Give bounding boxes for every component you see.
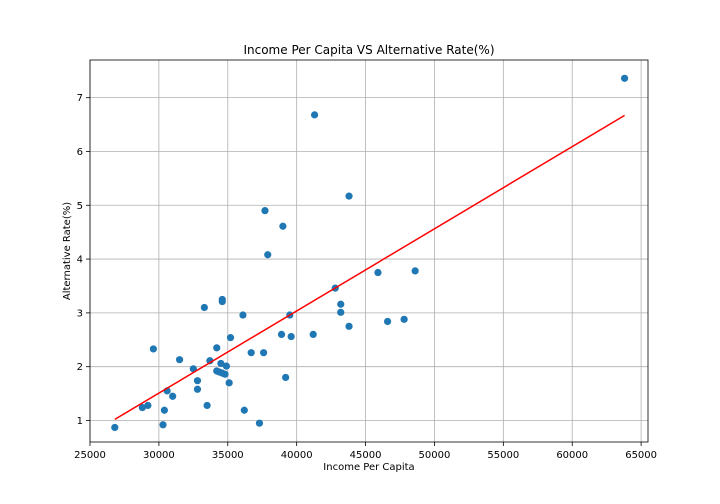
scatter-point [411,267,419,275]
data-layer [111,74,629,432]
y-tick-label: 3 [77,308,83,319]
y-tick-label: 6 [77,147,83,158]
scatter-point [282,373,290,382]
trend-line [114,114,625,421]
scatter-point [279,222,287,230]
scatter-point [206,357,214,365]
x-tick-label: 30000 [143,450,175,461]
scatter-point [217,359,225,368]
scatter-point [144,401,152,410]
scatter-point [620,74,629,82]
scatter-point [384,317,392,326]
x-tick-label: 45000 [350,450,382,461]
y-axis-label: Alternative Rate(%) [62,202,73,300]
x-tick-label: 65000 [625,450,657,461]
scatter-point [374,268,382,277]
scatter-point [226,334,235,342]
scatter-point [149,345,157,353]
x-tick-label: 35000 [212,450,244,461]
scatter-point [138,403,146,412]
scatter-point [193,377,202,385]
y-tick-label: 2 [77,362,83,373]
scatter-point [218,297,226,306]
scatter-point [264,251,272,259]
scatter-point [225,379,233,387]
y-tick-label: 7 [77,93,83,104]
scatter-point [345,192,353,200]
scatter-point [200,303,208,312]
x-axis-label: Income Per Capita [323,462,414,473]
scatter-point [309,330,317,338]
scatter-point [193,385,202,393]
scatter-point [337,300,345,308]
scatter-point [287,332,295,341]
scatter-point [345,322,353,330]
scatter-point [239,311,247,319]
scatter-point [159,421,167,429]
scatter-point [260,349,268,357]
chart-title: Income Per Capita VS Alternative Rate(%) [243,43,494,57]
grid-layer [89,60,648,442]
scatter-point [213,344,221,352]
y-tick-label: 5 [77,201,83,212]
x-tick-label: 55000 [487,450,519,461]
x-tick-label: 60000 [556,450,588,461]
tick-layer: 25000 30000 35000 40000 45000 50000 55000 60000… [74,93,657,461]
scatter-point [160,406,168,414]
plot-frame [89,59,649,443]
x-tick-label: 50000 [419,450,451,461]
scatter-point [222,362,230,370]
scatter-point [400,315,408,323]
scatter-point [261,207,269,215]
scatter-point [111,423,119,432]
scatter-point [240,406,248,414]
y-tick-label: 4 [77,255,83,266]
scatter-point [203,401,211,410]
scatter-point [255,419,264,427]
scatter-point [175,356,184,364]
scatter-point [221,370,229,378]
scatter-point [310,111,319,119]
x-tick-label: 25000 [74,450,106,461]
x-tick-label: 40000 [281,450,313,461]
scatter-point [277,330,286,338]
scatter-point [169,392,177,400]
y-tick-label: 1 [77,416,83,427]
scatter-point [247,349,255,357]
scatter-point [337,308,345,316]
